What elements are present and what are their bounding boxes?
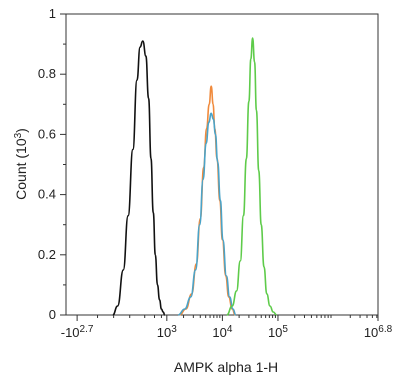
y-tick-label: 0.4 (38, 187, 56, 202)
x-tick-label: 106.8 (364, 324, 393, 341)
x-tick-label: 103 (157, 324, 177, 341)
series-line-4 (226, 37, 277, 316)
plot-border (65, 13, 379, 316)
y-axis: 0 0.2 0.4 0.6 0.8 1 (38, 6, 66, 322)
series-line-1 (112, 40, 166, 316)
y-tick-label: 0.8 (38, 66, 56, 81)
y-tick-label: 0 (49, 307, 56, 322)
x-axis: -102.7 103 104 105 106.8 (61, 315, 393, 340)
y-tick-label: 0.2 (38, 247, 56, 262)
x-tick-label: 104 (212, 324, 232, 341)
x-tick-label: -102.7 (61, 324, 94, 341)
series-layer (112, 37, 277, 316)
series-line-3 (178, 112, 237, 316)
x-axis-title: AMPK alpha 1-H (174, 359, 278, 375)
x-tick-label: 105 (268, 324, 288, 341)
plot-frame (65, 13, 379, 316)
y-tick-label: 1 (49, 6, 56, 21)
y-axis-title: Count (103) (13, 128, 30, 200)
y-tick-label: 0.6 (38, 126, 56, 141)
